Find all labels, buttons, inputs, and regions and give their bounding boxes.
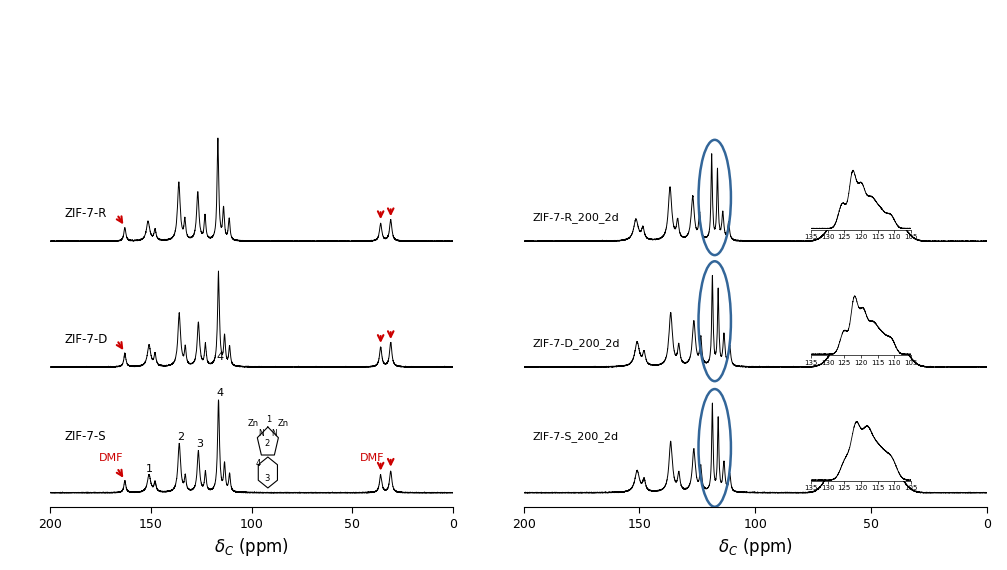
X-axis label: $\delta_C$ (ppm): $\delta_C$ (ppm) [214,536,289,558]
Text: 3: 3 [196,439,203,449]
Text: 2: 2 [177,431,184,442]
Text: ZIF-7-R: ZIF-7-R [64,207,107,220]
Text: DMF: DMF [361,453,385,463]
Text: DMF: DMF [99,453,123,463]
X-axis label: $\delta_C$ (ppm): $\delta_C$ (ppm) [718,536,793,558]
Text: 1: 1 [266,414,271,424]
Text: ZIF-7-D: ZIF-7-D [64,333,108,346]
Text: ZIF-7-D_200_2d: ZIF-7-D_200_2d [533,338,620,349]
Text: N: N [272,429,277,438]
Text: 2: 2 [265,438,270,447]
Text: 1: 1 [146,463,153,474]
Text: Zn: Zn [248,420,259,429]
Text: ZIF-7-S: ZIF-7-S [64,430,106,442]
Text: 3: 3 [265,474,270,483]
Text: ZIF-7-S_200_2d: ZIF-7-S_200_2d [533,431,619,442]
Text: N: N [259,429,264,438]
Text: 4: 4 [256,459,261,468]
Text: ZIF-7-R_200_2d: ZIF-7-R_200_2d [533,212,619,223]
Text: 4: 4 [217,388,224,398]
Text: Zn: Zn [277,420,288,429]
Text: 4: 4 [217,352,224,363]
